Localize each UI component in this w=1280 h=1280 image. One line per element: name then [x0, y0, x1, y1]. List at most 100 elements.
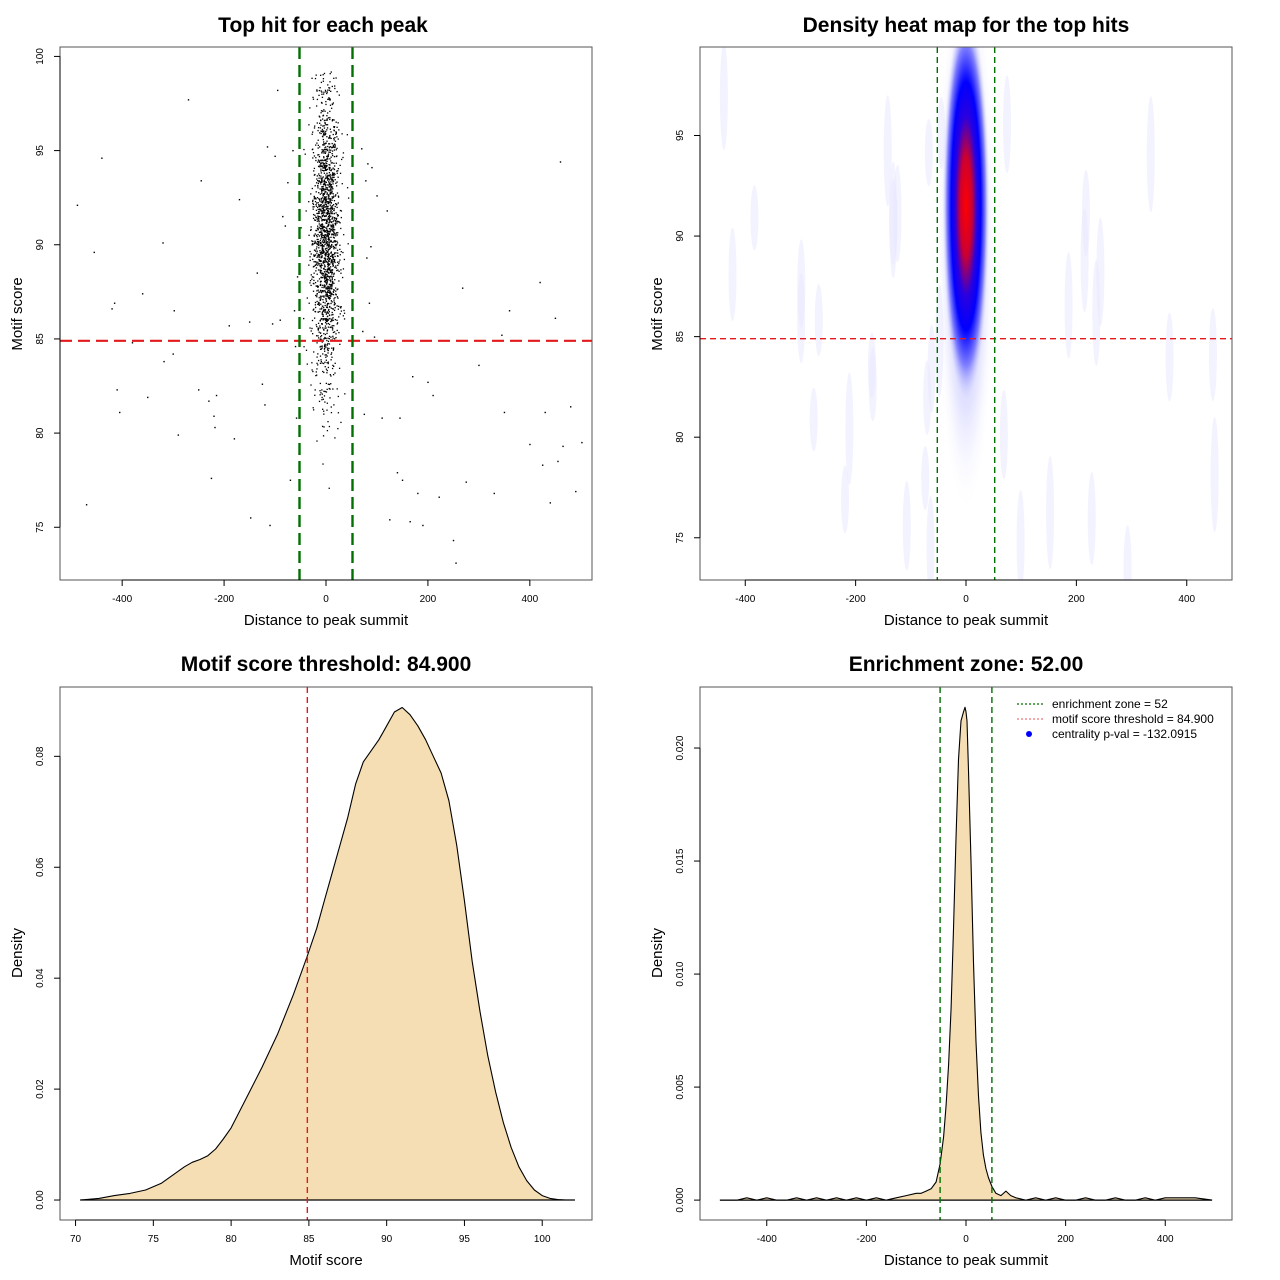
- scatter-point: [321, 190, 323, 192]
- scatter-point: [329, 297, 331, 299]
- scatter-point: [329, 184, 332, 186]
- scatter-point: [320, 334, 323, 337]
- scatter-point-outlier: [575, 490, 577, 493]
- scatter-point-outlier: [284, 225, 287, 227]
- scatter-point: [315, 205, 318, 207]
- plot-area: [700, 47, 1232, 580]
- scatter-point-outlier: [101, 157, 103, 159]
- scatter-point: [325, 219, 328, 222]
- scatter-point: [333, 220, 335, 222]
- scatter-point: [327, 258, 329, 260]
- scatter-point: [327, 89, 329, 91]
- scatter-point: [319, 225, 321, 227]
- scatter-point: [321, 252, 323, 254]
- scatter-point: [333, 331, 336, 333]
- scatter-point: [329, 277, 331, 279]
- scatter-point: [323, 131, 325, 133]
- scatter-point: [323, 271, 326, 273]
- scatter-point: [329, 211, 331, 213]
- scatter-point: [334, 219, 337, 222]
- scatter-point: [313, 283, 315, 285]
- scatter-point: [332, 258, 335, 260]
- scatter-point: [323, 152, 325, 154]
- scatter-point: [324, 350, 326, 352]
- scatter-point: [325, 271, 327, 273]
- scatter-point: [324, 273, 326, 276]
- scatter-point: [314, 197, 316, 199]
- scatter-point: [331, 208, 333, 210]
- scatter-point: [324, 169, 326, 171]
- scatter-point-outlier: [544, 411, 546, 414]
- scatter-point: [319, 243, 322, 245]
- scatter-point: [320, 197, 322, 200]
- scatter-point: [324, 327, 326, 329]
- scatter-point: [326, 288, 329, 290]
- scatter-point: [321, 151, 323, 153]
- scatter-point: [329, 318, 331, 320]
- scatter-point: [327, 233, 329, 235]
- plot-area: [80, 687, 575, 1220]
- scatter-point: [321, 202, 324, 204]
- scatter-point: [329, 175, 332, 177]
- scatter-point: [326, 281, 329, 283]
- scatter-point: [327, 84, 329, 86]
- scatter-point: [327, 287, 329, 290]
- scatter-point: [318, 247, 320, 249]
- scatter-point: [319, 164, 321, 166]
- scatter-point: [332, 167, 334, 169]
- scatter-point: [330, 228, 332, 231]
- scatter-point: [329, 270, 332, 272]
- scatter-point: [320, 348, 322, 350]
- scatter-point: [339, 164, 341, 167]
- scatter-point: [331, 233, 333, 235]
- scatter-point: [322, 327, 324, 329]
- scatter-point: [326, 140, 328, 142]
- scatter-point: [324, 390, 326, 393]
- scatter-point: [316, 262, 318, 264]
- scatter-point: [328, 311, 330, 313]
- scatter-point: [322, 150, 324, 152]
- scatter-point: [327, 248, 330, 251]
- scatter-point: [323, 215, 326, 218]
- scatter-point: [321, 192, 323, 194]
- scatter-point: [329, 326, 331, 329]
- scatter-point: [317, 187, 319, 189]
- scatter-point: [324, 143, 326, 145]
- scatter-point: [336, 261, 339, 263]
- scatter-point: [327, 238, 329, 241]
- scatter-point: [320, 317, 323, 320]
- scatter-point-outlier: [581, 441, 583, 444]
- scatter-point: [317, 161, 319, 163]
- scatter-point: [326, 302, 329, 305]
- heatmap-faint-cell: [893, 164, 902, 263]
- scatter-point: [327, 322, 329, 325]
- scatter-point: [315, 216, 318, 219]
- scatter-point: [323, 162, 325, 165]
- scatter-point: [327, 263, 329, 266]
- scatter-point: [321, 347, 323, 349]
- scatter-point: [331, 255, 333, 257]
- scatter-point: [331, 293, 334, 295]
- scatter-point-outlier: [208, 400, 210, 402]
- scatter-point: [327, 219, 329, 221]
- scatter-point: [320, 159, 322, 161]
- scatter-point: [328, 244, 330, 247]
- scatter-point: [333, 252, 336, 254]
- scatter-point: [326, 355, 328, 357]
- scatter-point: [327, 366, 330, 369]
- scatter-point: [331, 211, 333, 213]
- legend-entry-score-threshold: motif score threshold = 84.900: [1017, 712, 1214, 726]
- scatter-point: [324, 266, 326, 268]
- scatter-point-outlier: [141, 293, 144, 295]
- scatter-point: [330, 181, 332, 183]
- scatter-point: [334, 136, 336, 139]
- scatter-point: [337, 214, 340, 216]
- scatter-point: [326, 261, 328, 263]
- scatter-point: [327, 237, 330, 240]
- scatter-point: [331, 234, 333, 236]
- scatter-point: [322, 131, 324, 133]
- scatter-point: [317, 212, 319, 215]
- x-tick-label: 200: [1068, 594, 1085, 605]
- scatter-point: [334, 85, 336, 87]
- scatter-point: [321, 256, 323, 258]
